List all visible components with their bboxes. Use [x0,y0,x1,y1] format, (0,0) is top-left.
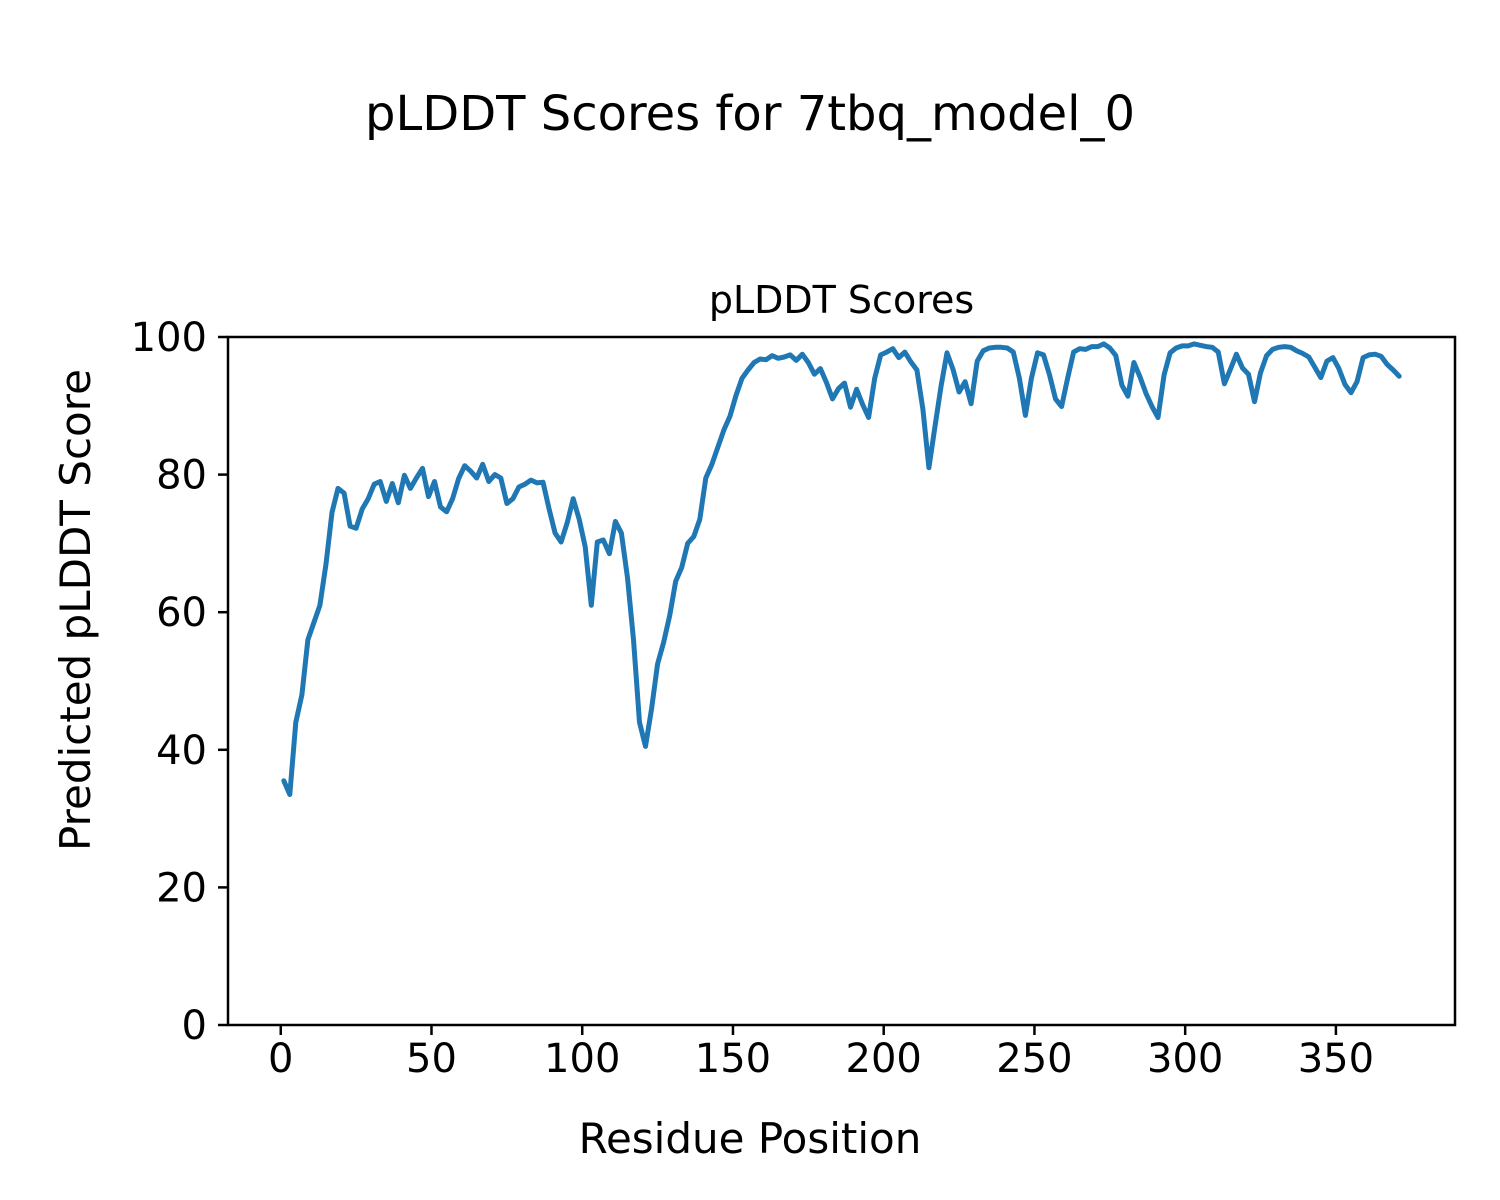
y-tick-label: 0 [182,1003,207,1049]
x-tick-label: 150 [695,1036,771,1082]
x-tick-label: 250 [996,1036,1072,1082]
line-layer [281,341,1402,797]
axes-title: pLDDT Scores [708,278,975,322]
x-tick-label: 0 [268,1036,293,1082]
y-tick-label: 80 [156,453,207,499]
y-tick-label: 100 [131,315,207,361]
x-tick-label: 100 [544,1036,620,1082]
x-tick-label: 350 [1298,1036,1374,1082]
x-tick-label: 200 [846,1036,922,1082]
y-tick-label: 20 [156,865,207,911]
y-tick-label: 60 [156,590,207,636]
y-tick-label: 40 [156,728,207,774]
x-tick-label: 50 [406,1036,457,1082]
x-axis-label: Residue Position [578,1114,922,1163]
ticks-layer: 0 50 100 150 200 250 300 350 0 20 40 60 80 100 [131,315,1374,1082]
plot-border [226,335,1457,1027]
x-tick-label: 300 [1147,1036,1223,1082]
plddt-line [281,341,1402,797]
figure-title: pLDDT Scores for 7tbq_model_0 [365,86,1135,142]
